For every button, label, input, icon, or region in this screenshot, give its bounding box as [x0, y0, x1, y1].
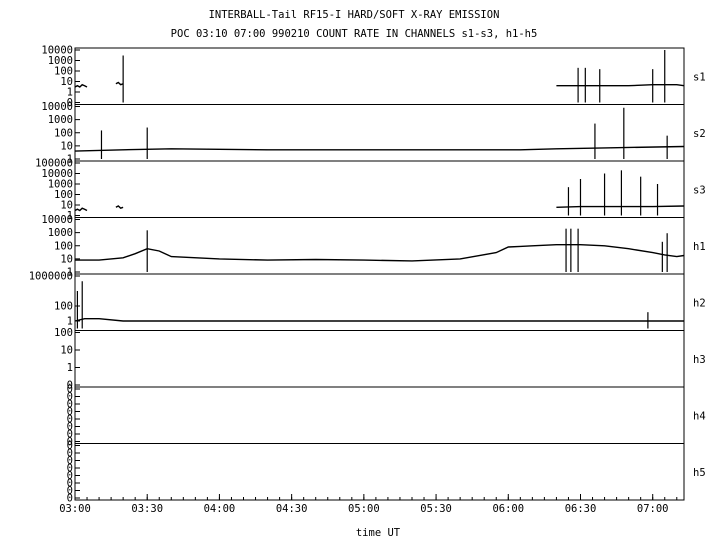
y-tick-label: 10 [60, 200, 73, 212]
x-tick-label: 04:00 [204, 503, 236, 515]
y-tick-label: 100 [54, 240, 73, 252]
y-tick-label: 0 [67, 391, 73, 403]
x-tick-label: 03:00 [59, 503, 91, 515]
series-line-s1 [74, 83, 88, 88]
panel-frame [74, 273, 685, 331]
channel-label-h4: h4 [693, 410, 706, 422]
panel-frame [74, 330, 685, 388]
y-tick-label: 100 [54, 301, 73, 313]
y-tick-label: 0 [67, 463, 73, 475]
x-tick-label: 05:00 [348, 503, 380, 515]
x-tick-label: 05:30 [420, 503, 452, 515]
y-tick-label: 1 [67, 316, 73, 328]
series-line-h2 [74, 318, 684, 322]
y-tick-label: 100 [54, 66, 73, 78]
series-line-s1 [556, 83, 685, 87]
channel-label-s2: s2 [693, 128, 706, 140]
x-tick-label: 07:00 [637, 503, 669, 515]
y-tick-label: 10 [60, 140, 73, 152]
y-tick-label: 100 [54, 189, 73, 201]
x-tick-label: 04:30 [276, 503, 308, 515]
y-tick-label: 0 [67, 97, 73, 109]
y-tick-label: 10000 [41, 214, 73, 226]
panel-h2: 1000000 100 1 h2 [29, 271, 706, 331]
x-axis-label: time UT [356, 527, 401, 539]
y-tick-label: 100000 [35, 158, 73, 170]
y-tick-label: 1000 [48, 179, 73, 191]
y-tick-label: 0 [67, 485, 73, 497]
y-tick-label: 1 [67, 210, 73, 222]
y-tick-label: 10000 [41, 101, 73, 113]
channel-label-h2: h2 [693, 297, 706, 309]
channel-label-s1: s1 [693, 71, 706, 83]
y-tick-label: 1000 [48, 227, 73, 239]
y-tick-label: 10 [60, 76, 73, 88]
y-tick-label: 1000 [48, 55, 73, 67]
x-axis: 03:00 03:30 04:00 04:30 05:00 05:30 06:00 06:30… [59, 494, 678, 515]
panel-stack: 1000010001001010s1100001000100101s210000… [29, 45, 706, 516]
panel-frame [74, 160, 685, 218]
y-tick-label: 0 [67, 421, 73, 433]
y-tick-label: 0 [67, 380, 73, 392]
y-tick-label: 100 [54, 127, 73, 139]
series-line-s3 [74, 207, 88, 212]
y-tick-label: 0 [67, 399, 73, 411]
y-tick-label: 0 [67, 429, 73, 441]
y-tick-label: 0 [67, 436, 73, 448]
x-tick-label: 06:30 [565, 503, 597, 515]
y-tick-label: 0 [67, 414, 73, 426]
panel-frame [74, 104, 685, 162]
y-tick-label: 0 [67, 384, 73, 396]
y-tick-label: 1 [67, 87, 73, 99]
y-tick-label: 0 [67, 440, 73, 452]
series-line-s2 [74, 145, 685, 152]
series-line-h1 [75, 243, 685, 262]
y-tick-label: 10000 [41, 168, 73, 180]
channel-label-h3: h3 [693, 354, 706, 366]
y-tick-label: 1000 [48, 114, 73, 126]
y-tick-label: 0 [67, 470, 73, 482]
y-tick-label: 1 [67, 362, 73, 374]
y-tick-label: 10 [60, 345, 73, 357]
y-tick-label: 1 [67, 154, 73, 166]
channel-label-s3: s3 [693, 184, 706, 196]
y-tick-label: 0 [67, 493, 73, 505]
y-tick-label: 100 [54, 327, 73, 339]
chart-title: INTERBALL-Tail RF15-I HARD/SOFT X-RAY EM… [209, 9, 500, 21]
y-tick-label: 1000000 [29, 271, 73, 283]
panel-frame [74, 47, 685, 105]
series-line-s1 [115, 81, 124, 86]
y-tick-label: 0 [67, 406, 73, 418]
series-line-s3 [115, 205, 124, 210]
y-tick-label: 0 [67, 448, 73, 460]
y-tick-label: 10 [60, 253, 73, 265]
channel-label-h5: h5 [693, 467, 706, 479]
y-tick-label: 0 [67, 455, 73, 467]
y-tick-label: 0 [67, 478, 73, 490]
y-tick-label: 1 [67, 267, 73, 279]
panel-frame [74, 443, 685, 501]
x-tick-label: 03:30 [131, 503, 163, 515]
channel-label-h1: h1 [693, 241, 706, 253]
x-tick-label: 06:00 [492, 503, 524, 515]
y-tick-label: 10000 [41, 45, 73, 57]
panel-frame [74, 386, 685, 444]
series-line-s3 [556, 205, 685, 208]
chart-subtitle: POC 03:10 07:00 990210 COUNT RATE IN CHA… [171, 28, 538, 40]
